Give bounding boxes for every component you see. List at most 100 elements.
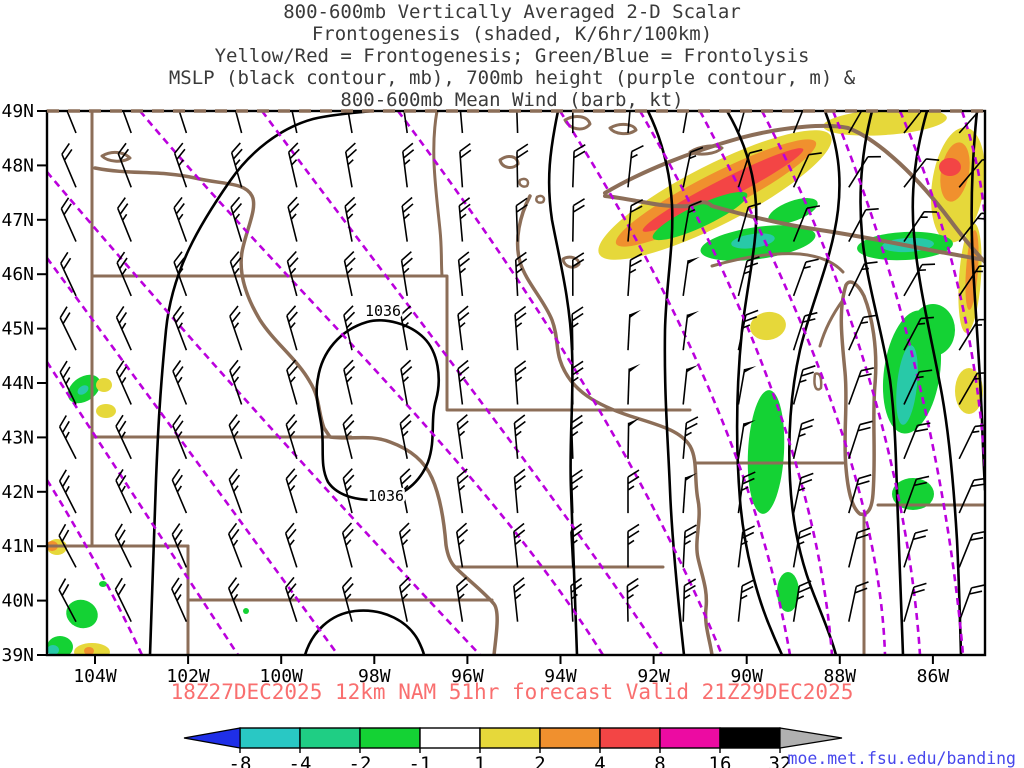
barb-staff [737, 111, 761, 134]
barb-staff [572, 198, 585, 242]
state-border [518, 177, 530, 188]
colorbar-cell [599, 727, 661, 749]
state-border [563, 115, 592, 131]
wind-barb [848, 474, 872, 514]
wind-barb [115, 414, 132, 460]
barb-staff [115, 414, 132, 460]
barb-staff [284, 576, 298, 622]
wind-barb [286, 359, 298, 405]
wind-barb [627, 199, 644, 242]
barb-staff [792, 111, 821, 134]
barb-staff [514, 305, 527, 351]
barb-staff [287, 142, 300, 188]
mslp-contour [788, 111, 841, 655]
shaded-patch [66, 599, 98, 629]
wind-barb [958, 424, 985, 460]
barb-staff [958, 111, 985, 134]
wind-barb [342, 413, 355, 459]
barb-staff [230, 196, 243, 242]
wind-barb [455, 522, 469, 568]
barb-staff [570, 414, 583, 459]
barb-staff [398, 522, 411, 568]
lon-tick-label: 98W [358, 666, 391, 687]
lat-tick-label: 44N [1, 373, 34, 394]
colorbar-cell [359, 727, 421, 749]
wind-barb [115, 306, 132, 351]
barb-staff [231, 111, 244, 134]
wind-barb [682, 364, 699, 405]
wind-barb [456, 414, 469, 459]
barb-staff [792, 258, 819, 297]
wind-barb [958, 212, 985, 243]
barb-staff [58, 578, 77, 623]
barb-staff [958, 212, 985, 243]
barb-staff [682, 111, 702, 134]
lon-tick-label: 92W [637, 666, 670, 687]
wind-barb [514, 251, 528, 296]
wind-barb [174, 111, 188, 134]
barb-staff [514, 251, 528, 296]
lon-tick-label: 94W [544, 666, 577, 687]
barb-staff [572, 144, 586, 188]
barb-staff [848, 527, 871, 568]
wind-barb [514, 360, 527, 405]
barb-staff [228, 468, 243, 514]
barb-staff [682, 477, 687, 514]
wind-barb [792, 258, 819, 297]
shaded-patch [243, 608, 249, 614]
wind-barb [401, 196, 414, 242]
barb-staff [792, 418, 815, 459]
mslp-label-1036-north: 1036 [365, 302, 401, 320]
wind-barb [958, 111, 985, 134]
barb-staff [958, 584, 985, 622]
wind-barb [848, 111, 880, 134]
barb-staff [682, 416, 699, 459]
wind-barb [58, 415, 77, 460]
barb-staff [457, 251, 471, 296]
wind-barb [571, 360, 584, 405]
colorbar: -8 -4 -2 -1 1 2 4 8 16 32 [183, 727, 843, 768]
wind-barb [903, 422, 931, 460]
banding-link[interactable]: moe.met.fsu.edu/banding [788, 749, 1016, 768]
wind-barb [402, 142, 415, 188]
shaded-patch [747, 390, 785, 514]
barb-staff [792, 580, 812, 622]
barb-staff [627, 422, 630, 459]
wind-barb [459, 142, 472, 188]
wind-barb [958, 371, 985, 405]
colorbar-cell [659, 727, 721, 749]
wind-barb [458, 111, 471, 134]
barb-pennant [687, 256, 700, 265]
barb-staff [171, 468, 188, 514]
wind-barb [626, 577, 639, 622]
wind-barb [792, 111, 821, 134]
barb-staff [399, 413, 412, 459]
barb-staff [114, 577, 132, 623]
colorbar-cell [239, 727, 301, 749]
wind-barb [173, 196, 188, 242]
barb-staff [903, 422, 931, 460]
contour-labels: 1036 1036 [362, 300, 406, 508]
height-contour [898, 111, 985, 471]
wind-barb [848, 367, 875, 405]
title-line-5: 800-600mb Mean Wind (barb, kt) [340, 89, 683, 111]
wind-barb [848, 581, 869, 622]
colorbar-tick-label: 2 [534, 753, 545, 768]
barb-staff [286, 359, 298, 405]
wind-barb [958, 530, 985, 568]
lon-tick-label: 102W [166, 666, 210, 687]
wind-barb [458, 197, 471, 242]
wind-barb [737, 256, 760, 297]
shaded-patch [896, 345, 918, 425]
wind-barb [171, 577, 188, 623]
barb-staff [958, 424, 985, 460]
axes: 49N 48N 47N 46N 45N 44N 43N 42N 41N 40N 39N 104W 102… [1, 101, 949, 687]
barb-staff [514, 360, 527, 405]
barb-staff [61, 111, 77, 134]
colorbar-tick-label: -1 [409, 753, 432, 768]
barb-staff [570, 577, 583, 622]
barb-staff [173, 142, 188, 188]
state-border [603, 123, 985, 264]
barb-staff [513, 468, 526, 514]
wind-barb [513, 522, 526, 568]
